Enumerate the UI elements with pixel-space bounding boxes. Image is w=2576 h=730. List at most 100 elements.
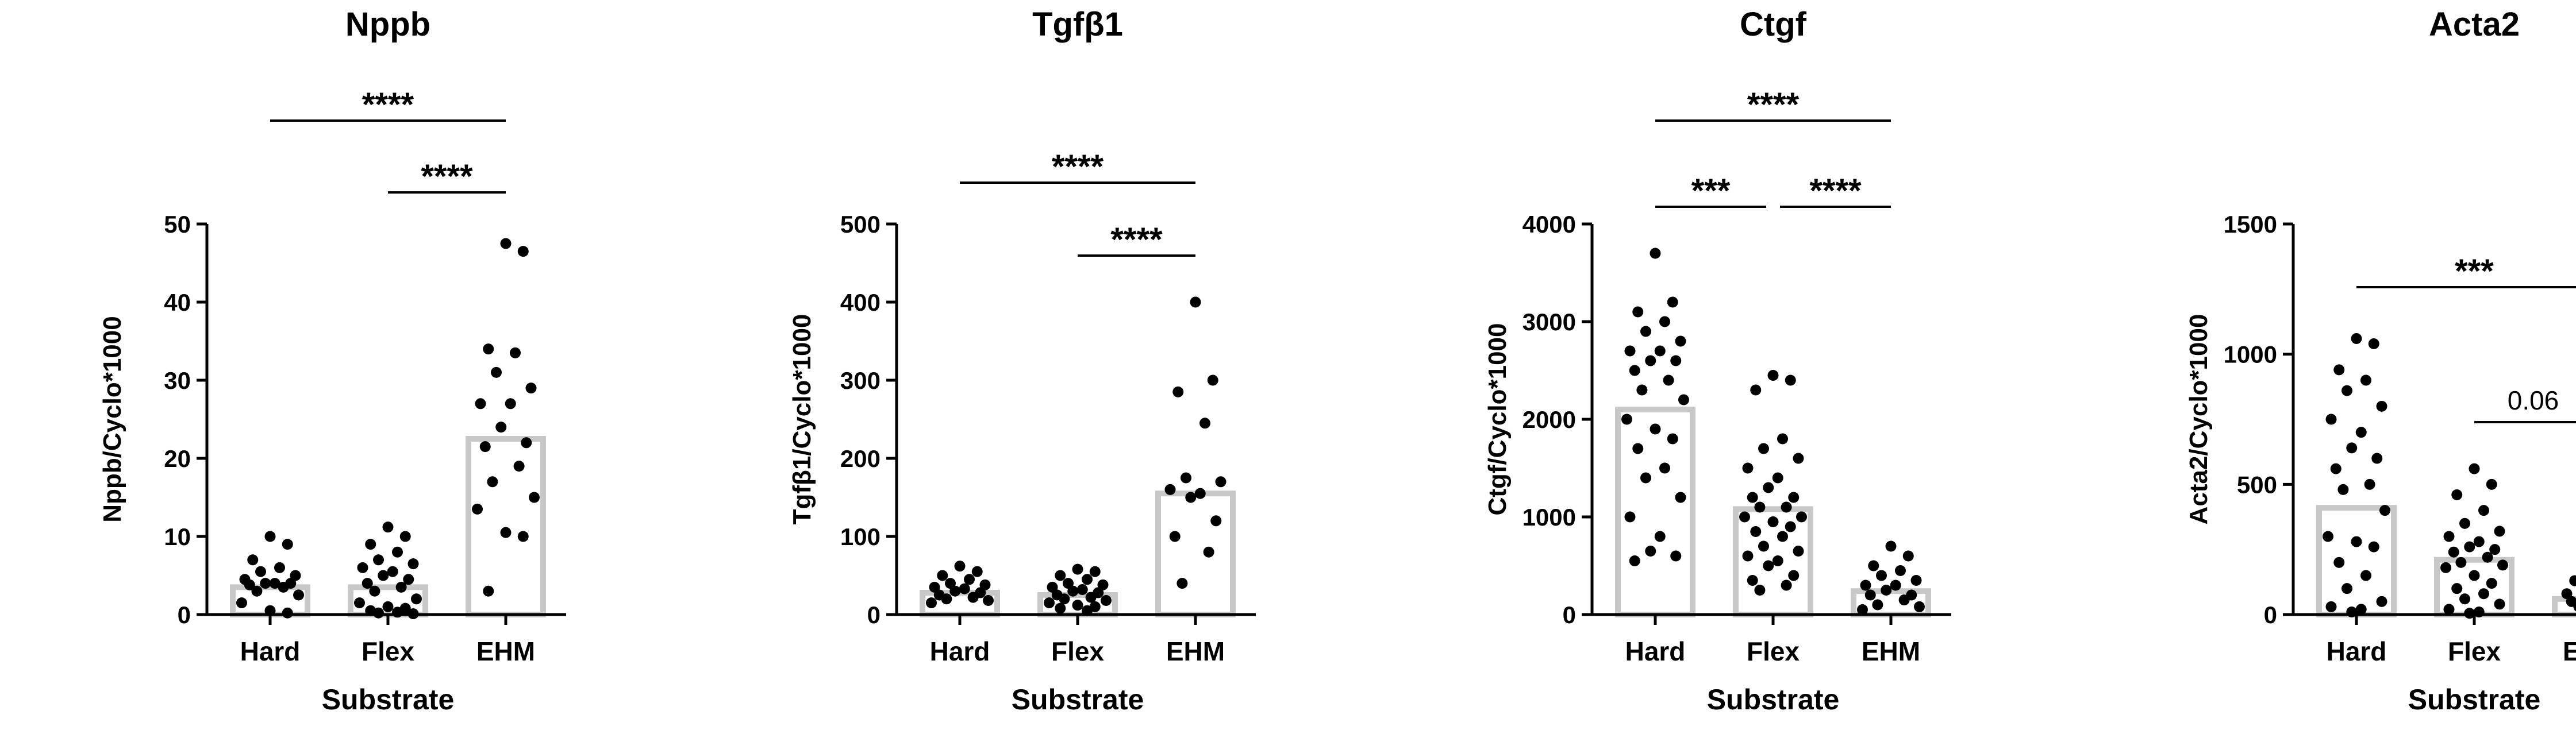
data-point (500, 238, 512, 249)
data-point (1055, 602, 1066, 614)
data-point (1059, 593, 1070, 605)
data-point (2379, 505, 2390, 516)
data-point (1067, 585, 1079, 597)
data-point (1185, 492, 1197, 503)
data-point (1624, 345, 1636, 357)
data-point (964, 574, 975, 585)
data-point (1747, 575, 1758, 586)
significance-label: 0.06 (2508, 385, 2559, 415)
x-tick-label: EHM (2563, 636, 2576, 666)
data-point (1640, 472, 1651, 484)
data-point (1781, 501, 1792, 513)
data-point (2573, 602, 2576, 612)
data-point (357, 562, 368, 573)
data-point (2459, 517, 2470, 529)
data-point (1898, 594, 1910, 605)
significance-label: **** (362, 86, 414, 123)
data-point (255, 566, 266, 577)
data-point (1659, 316, 1670, 327)
data-point (529, 492, 540, 503)
data-point (1767, 516, 1779, 527)
data-point (1097, 579, 1109, 590)
data-point (290, 570, 301, 581)
x-tick-label: Hard (1625, 636, 1686, 666)
data-point (1785, 374, 1796, 386)
data-point (1750, 526, 1762, 537)
data-point (2323, 531, 2333, 542)
y-tick-label: 20 (164, 445, 191, 472)
data-point (1650, 423, 1661, 435)
x-tick-label: Hard (240, 636, 301, 666)
data-point (971, 566, 983, 577)
y-tick-label: 0 (2264, 601, 2277, 628)
data-point (495, 422, 507, 433)
data-point (2443, 531, 2455, 542)
data-point (392, 546, 403, 558)
data-point (2333, 364, 2345, 376)
data-point (392, 607, 403, 618)
data-point (505, 398, 516, 410)
data-point (1621, 414, 1632, 425)
data-point (1788, 492, 1800, 503)
y-tick-label: 30 (164, 367, 191, 394)
data-point (1047, 581, 1058, 593)
data-point (2351, 333, 2362, 344)
y-tick-label: 0 (178, 601, 191, 628)
data-point (2342, 385, 2352, 396)
data-point (1207, 374, 1218, 386)
data-point (1632, 443, 1644, 454)
data-point (1640, 326, 1651, 337)
x-axis-label: Substrate (2408, 683, 2541, 716)
x-tick-label: EHM (1166, 636, 1225, 666)
data-point (1082, 574, 1093, 585)
data-point (362, 578, 373, 589)
data-point (2443, 604, 2455, 615)
data-point (382, 522, 394, 533)
data-point (2351, 536, 2362, 547)
data-point (1890, 580, 1901, 591)
data-point (517, 531, 529, 542)
data-point (354, 597, 365, 609)
y-tick-label: 2000 (1522, 406, 1576, 433)
data-point (1645, 355, 1656, 366)
data-point (1763, 482, 1774, 493)
data-point (2469, 570, 2480, 581)
data-point (1876, 570, 1887, 581)
data-point (2360, 374, 2371, 386)
x-tick-label: Hard (930, 636, 990, 666)
data-point (2486, 478, 2497, 490)
data-point (1767, 370, 1779, 381)
data-point (2459, 593, 2470, 605)
data-point (1796, 511, 1807, 523)
data-point (2368, 541, 2379, 553)
significance-label: **** (1747, 86, 1800, 123)
data-point (2464, 541, 2475, 553)
data-point (1667, 433, 1678, 445)
data-point (2330, 463, 2342, 474)
data-point (487, 476, 498, 488)
significance-label: **** (1110, 221, 1163, 258)
data-point (1793, 453, 1804, 464)
data-point (264, 531, 276, 542)
data-point (1793, 546, 1804, 557)
data-point (244, 579, 255, 590)
data-point (1881, 585, 1892, 596)
y-tick-label: 200 (840, 445, 881, 472)
data-point (2561, 588, 2573, 600)
significance-label: **** (421, 158, 473, 195)
data-point (1055, 570, 1066, 581)
chart-title: Acta2 (2429, 6, 2520, 43)
y-axis-label: Ctgf/Cyclo*1000 (1483, 323, 1512, 515)
data-point (475, 398, 486, 410)
data-point (521, 437, 532, 449)
data-point (1172, 386, 1184, 397)
data-point (2497, 559, 2508, 571)
data-point (2482, 551, 2493, 563)
data-point (1650, 248, 1661, 259)
chart-title: Nppb (345, 6, 430, 43)
data-point (411, 593, 422, 605)
data-point (1781, 580, 1792, 591)
data-point (1663, 374, 1674, 386)
